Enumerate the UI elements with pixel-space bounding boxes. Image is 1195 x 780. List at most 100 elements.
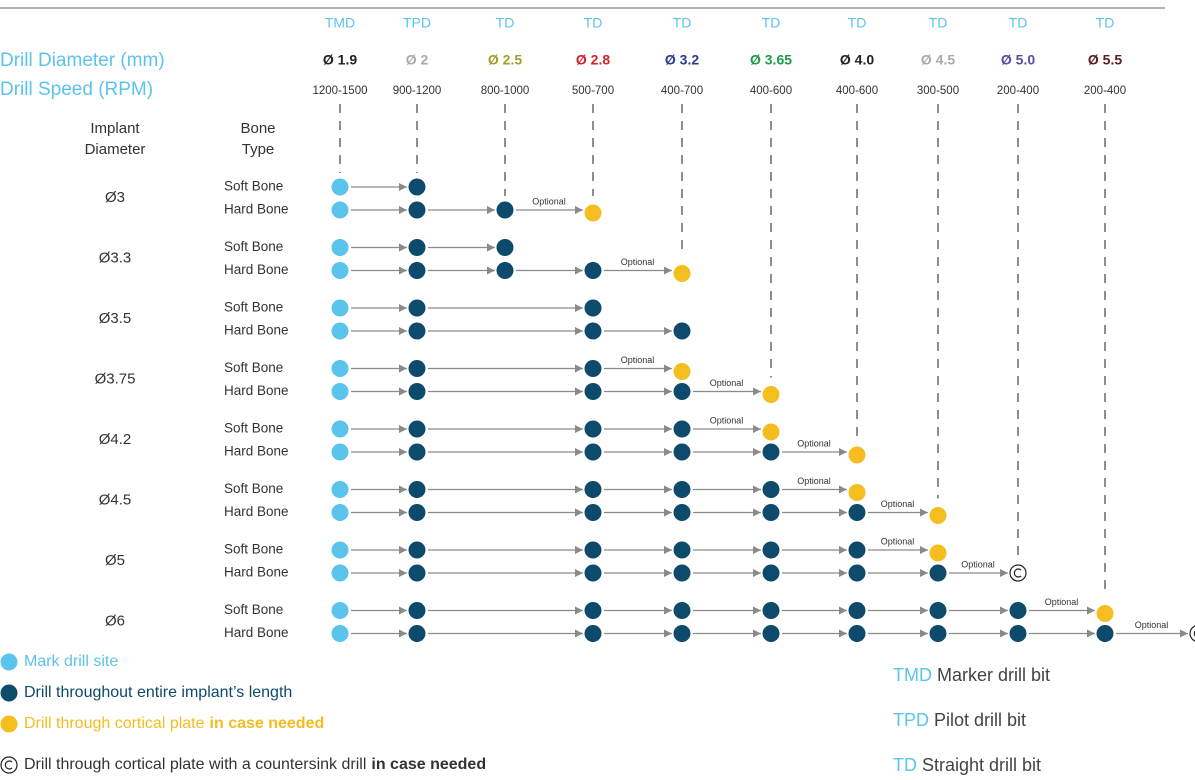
step-dot [673,541,691,559]
bone-label: Soft Bone [224,602,283,617]
step-dot [848,446,866,464]
step-dot [496,201,514,219]
implant-label: Ø5 [105,552,125,569]
step-dot [762,602,780,619]
drill-diameter: Ø 5.0 [1001,52,1035,68]
countersink-mark [0,756,18,774]
step-dot [584,602,602,619]
optional-label: Optional [621,355,655,365]
step-dot [848,625,866,642]
step-dot [331,299,349,317]
optional-label: Optional [1135,620,1169,630]
diameter-title: Drill Diameter (mm) [0,50,165,71]
bone-title: Bone [240,120,275,137]
step-dot [762,625,780,642]
drill-speed: 400-600 [750,85,792,97]
step-dot [673,564,691,582]
step-dot [331,564,349,582]
bone-label: Hard Bone [224,262,289,277]
drill-speed: 400-600 [836,85,878,97]
step-dot [408,383,426,400]
countersink-glyph [1013,568,1022,578]
step-dot [584,204,602,222]
legend-text-part: Mark drill site [24,653,118,670]
bone-label: Hard Bone [224,383,289,398]
key-entry: TMD Marker drill bit [893,665,1050,685]
step-dot [331,504,349,521]
drill-type: TMD [325,15,355,31]
drill-type: TD [929,15,948,31]
step-dot [762,481,780,498]
drill-speed: 200-400 [1084,85,1126,97]
bone-label: Hard Bone [224,202,289,217]
bone-label: Hard Bone [224,565,289,580]
drill-diameter: Ø 2 [406,52,429,68]
countersink-glyph [1193,630,1195,637]
drill-type: TD [1096,15,1115,31]
step-dot [673,265,691,282]
step-dot [584,299,602,317]
step-dot [331,602,349,619]
countersink-mark [1009,564,1027,582]
step-dot [584,504,602,521]
step-dot [408,564,426,582]
step-dot [408,420,426,438]
step-dot [331,262,349,279]
step-dot [584,481,602,498]
bone-label: Soft Bone [224,239,283,254]
bone-label: Soft Bone [224,542,283,557]
step-dot [584,541,602,559]
step-dot [584,383,602,400]
implant-label: Ø3.5 [99,310,132,327]
step-dot [584,625,602,642]
drill-type: TPD [403,15,431,31]
step-dot [929,564,947,582]
implant-title: Diameter [85,141,146,158]
step-dot [584,262,602,279]
key-text: Straight drill bit [922,755,1041,775]
step-dot [331,420,349,438]
optional-label: Optional [961,559,995,569]
drill-diameter: Ø 3.2 [665,52,699,68]
step-dot [1096,625,1114,642]
countersink-glyph [4,760,13,770]
optional-label: Optional [532,196,566,206]
implant-label: Ø3 [105,189,125,206]
bone-label: Soft Bone [224,481,283,496]
key-abbr: TPD [893,710,929,730]
legend-text-part: Drill throughout entire implant’s length [24,684,292,701]
step-dot [584,420,602,438]
step-dot [584,360,602,377]
step-dot [408,602,426,619]
legend-text-part: Drill through cortical plate with a coun… [24,756,366,773]
step-dot [408,504,426,521]
step-dot [673,443,691,461]
drill-type: TD [673,15,692,31]
drill-speed: 900-1200 [393,85,442,97]
step-dot [673,363,691,380]
bone-label: Soft Bone [224,360,283,375]
bone-title: Type [242,141,275,158]
step-dot [331,383,349,400]
drill-speed: 800-1000 [481,85,530,97]
step-dot [929,544,947,562]
optional-label: Optional [1045,597,1079,607]
implant-title: Implant [90,120,140,137]
drill-diameter: Ø 5.5 [1088,52,1122,68]
key-entry: TPD Pilot drill bit [893,710,1026,730]
step-dot [1096,605,1114,622]
optional-label: Optional [797,476,831,486]
step-dot [408,239,426,256]
countersink-mark [1189,625,1195,642]
drill-diameter: Ø 4.5 [921,52,955,68]
step-dot [762,504,780,521]
step-dot [496,239,514,256]
step-dot [848,602,866,619]
step-dot [408,322,426,340]
step-dot [762,541,780,559]
step-dot [408,625,426,642]
optional-label: Optional [710,415,744,425]
drill-speed: 300-500 [917,85,959,97]
drill-type: TD [496,15,515,31]
step-dot [762,386,780,403]
